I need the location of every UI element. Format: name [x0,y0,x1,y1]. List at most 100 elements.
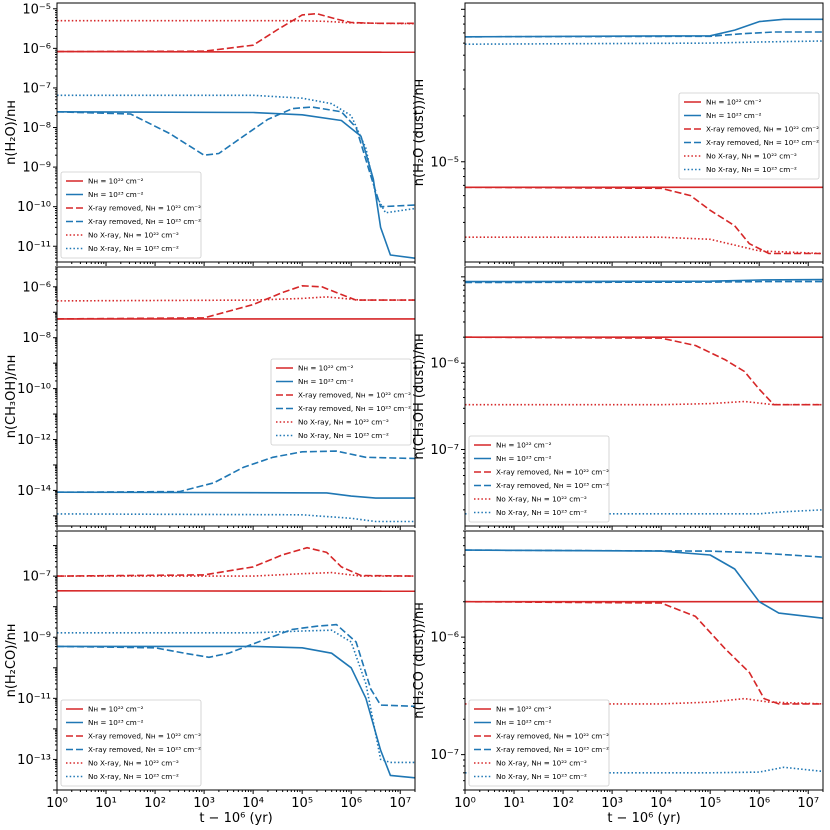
y-tick-label: 10⁻⁵ [430,155,459,170]
legend-entry: X-ray removed, Nʜ = 10²³ cm⁻² [88,217,201,226]
x-axis-label: t − 10⁶ (yr) [607,811,680,826]
y-tick-label: 10⁻⁶ [22,42,51,57]
axes-frame [56,530,416,791]
series-line [465,236,823,255]
y-tick-label: 10⁻¹¹ [17,692,51,707]
series-line [465,549,823,558]
x-tick-label: 10³ [193,796,215,811]
series-line [57,285,415,320]
legend-entry: Nʜ = 10²² cm⁻² [88,177,144,186]
series-line [465,278,823,283]
legend-entry: Nʜ = 10²³ cm⁻² [88,718,144,727]
y-tick-label: 10⁻⁷ [22,81,51,96]
x-tick-label: 10⁴ [242,796,264,811]
series-line [465,549,823,619]
legend-entry: Nʜ = 10²³ cm⁻² [298,377,354,386]
x-tick-label: 10⁶ [340,796,362,811]
series-line [465,280,823,284]
series-line [465,186,823,255]
series-line [57,450,415,493]
y-tick-label: 10⁻¹² [17,433,51,448]
x-tick-label: 10⁵ [291,796,313,811]
x-tick-label: 10⁰ [454,796,476,811]
y-axis-label: n(CH₃OH)/nʜ [4,355,19,439]
y-tick-label: 10⁻¹⁰ [17,200,51,215]
y-tick-label: 10⁻⁶ [430,357,459,372]
axes-frame [56,2,416,263]
y-tick-label: 10⁻¹¹ [17,240,51,255]
legend: Nʜ = 10²² cm⁻² Nʜ = 10²³ cm⁻² X-ray remove… [468,699,610,787]
legend: Nʜ = 10²² cm⁻² Nʜ = 10²³ cm⁻² X-ray remove… [678,92,820,180]
legend-entry: X-ray removed, Nʜ = 10²² cm⁻² [496,468,609,477]
series-line [57,623,415,708]
series-line [465,31,823,38]
legend-frame [270,358,412,446]
axes-frame [464,2,824,263]
legend-entry: Nʜ = 10²² cm⁻² [88,705,144,714]
series-line [57,296,415,302]
legend-entry: No X-ray, Nʜ = 10²² cm⁻² [298,418,389,427]
series-line [57,50,415,53]
y-tick-label: 10⁻⁶ [22,280,51,295]
legend: Nʜ = 10²² cm⁻² Nʜ = 10²³ cm⁻² X-ray remove… [60,699,202,787]
y-tick-label: 10⁻¹⁴ [17,484,51,499]
panel-h2co-dust: 10⁰ 10¹ 10² 10³ 10⁴ 10⁵ 10⁶ 10⁷ 10⁻⁷ 10⁻⁶n(H₂CO (… [412,530,824,811]
legend-entry: X-ray removed, Nʜ = 10²³ cm⁻² [706,138,819,147]
legend-entry: No X-ray, Nʜ = 10²³ cm⁻² [88,772,179,781]
y-tick-label: 10⁻⁷ [430,443,459,458]
legend-entry: Nʜ = 10²³ cm⁻² [496,718,552,727]
series-line [465,400,823,406]
y-tick-label: 10⁻⁵ [22,2,51,17]
series-line [57,19,415,25]
legend-entry: No X-ray, Nʜ = 10²² cm⁻² [496,759,587,768]
series-line [57,571,415,577]
y-axis-label: n(H₂O)/nʜ [4,100,19,165]
x-tick-label: 10¹ [95,796,117,811]
x-tick-label: 10⁷ [389,796,411,811]
legend-entry: Nʜ = 10²³ cm⁻² [88,190,144,199]
series-line [465,40,823,45]
y-tick-label: 10⁻⁶ [430,631,459,646]
series-line [57,546,415,577]
panel-ch3oh-gas: 10⁻¹⁴ 10⁻¹² 10⁻¹⁰ 10⁻⁸ 10⁻⁶ n(CH₃OH)/nʜ Nʜ = 1… [4,266,416,530]
panel-h2o-gas: 10⁻¹¹ 10⁻¹⁰ 10⁻⁹ 10⁻⁸ 10⁻⁷ 10⁻⁶ 10⁻⁵ n(H₂O)/nʜ N… [4,2,416,266]
y-axis-label: n(H₂CO (dust))/nʜ [412,602,427,718]
legend-entry: X-ray removed, Nʜ = 10²² cm⁻² [706,125,819,134]
y-tick-label: 10⁻¹³ [17,753,51,768]
x-tick-label: 10³ [601,796,623,811]
legend-entry: No X-ray, Nʜ = 10²³ cm⁻² [496,508,587,517]
series-line [465,697,823,705]
y-tick-label: 10⁻⁸ [22,121,51,136]
legend-entry: No X-ray, Nʜ = 10²³ cm⁻² [298,431,389,440]
legend-entry: No X-ray, Nʜ = 10²³ cm⁻² [88,244,179,253]
series-line [57,106,415,208]
series-line [465,18,823,38]
x-tick-label: 10⁷ [797,796,819,811]
legend-frame [678,92,820,180]
series-line [57,645,415,779]
series-line [57,513,415,523]
legend-frame [60,171,202,259]
legend-entry: X-ray removed, Nʜ = 10²² cm⁻² [88,732,201,741]
series-line [465,600,823,705]
y-axis-label: n(H₂O (dust))/nʜ [412,79,427,186]
legend-entry: X-ray removed, Nʜ = 10²³ cm⁻² [496,481,609,490]
legend-entry: X-ray removed, Nʜ = 10²² cm⁻² [298,391,411,400]
y-tick-label: 10⁻⁹ [22,161,51,176]
x-tick-label: 10⁵ [699,796,721,811]
legend-frame [468,699,610,787]
legend-frame [468,435,610,523]
y-tick-label: 10⁻⁸ [22,331,51,346]
series-line [57,111,415,259]
legend-entry: No X-ray, Nʜ = 10²³ cm⁻² [706,165,797,174]
legend-entry: No X-ray, Nʜ = 10²² cm⁻² [706,152,797,161]
y-tick-label: 10⁻⁹ [22,631,51,646]
legend-entry: X-ray removed, Nʜ = 10²³ cm⁻² [496,745,609,754]
legend-entry: X-ray removed, Nʜ = 10²³ cm⁻² [298,404,411,413]
x-tick-label: 10¹ [503,796,525,811]
x-axis-label: t − 10⁶ (yr) [199,811,272,826]
y-axis-label: n(CH₃OH (dust))/nʜ [412,333,427,459]
legend-entry: X-ray removed, Nʜ = 10²³ cm⁻² [88,745,201,754]
series-line [57,491,415,499]
